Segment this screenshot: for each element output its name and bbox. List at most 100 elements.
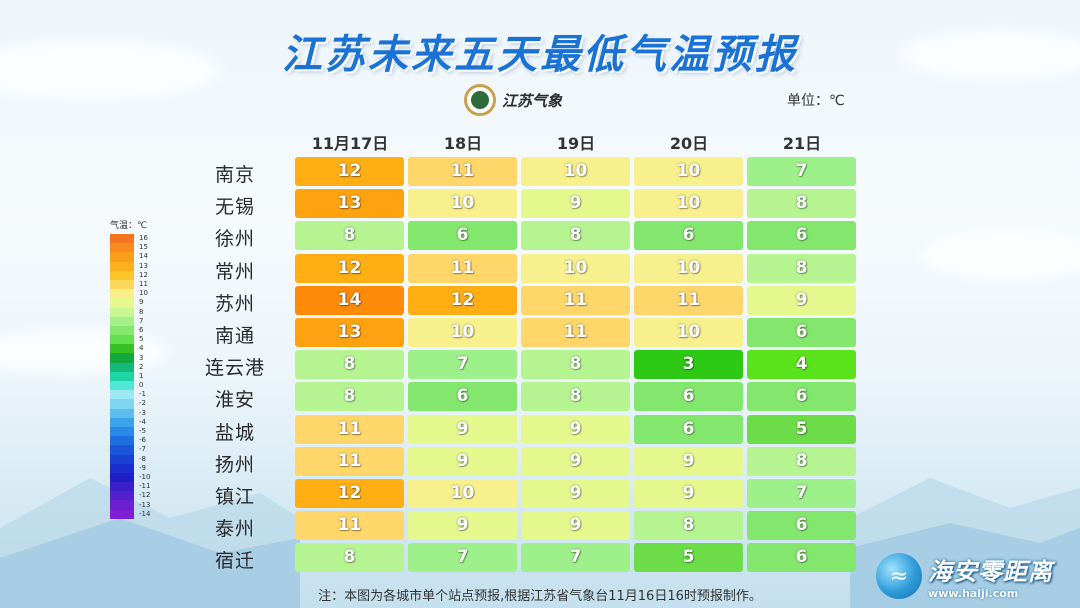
temperature-cell: 8 xyxy=(295,543,404,573)
legend-label: 5 xyxy=(139,335,144,344)
legend-swatch xyxy=(110,482,134,492)
legend-item: -6 xyxy=(110,436,150,446)
legend-swatch xyxy=(110,436,134,446)
legend-label: -14 xyxy=(139,509,151,518)
legend-item: 2 xyxy=(110,362,150,372)
legend-label: 4 xyxy=(139,344,144,353)
watermark-url: www.halji.com xyxy=(928,587,1019,600)
legend-swatch xyxy=(110,399,134,409)
city-label: 苏州 xyxy=(214,292,255,315)
cloud-decoration xyxy=(0,330,170,375)
temperature-cell: 8 xyxy=(747,446,856,476)
legend-swatch xyxy=(110,381,134,391)
temperature-cell: 6 xyxy=(634,414,743,444)
legend-label: 14 xyxy=(139,252,148,261)
cloud-decoration xyxy=(0,40,220,100)
city-label: 泰州 xyxy=(214,518,255,541)
legend-item: 9 xyxy=(110,298,150,308)
legend-item: -14 xyxy=(110,509,151,519)
temperature-cell: 9 xyxy=(521,511,630,541)
temperature-cell: 10 xyxy=(634,253,743,283)
temperature-cell: 12 xyxy=(295,157,404,186)
temperature-cell: 11 xyxy=(408,253,517,283)
temperature-cell: 10 xyxy=(634,189,743,219)
legend-item: -5 xyxy=(110,426,150,437)
temperature-cell: 9 xyxy=(408,446,517,476)
city-label: 镇江 xyxy=(214,486,255,508)
temperature-cell: 10 xyxy=(521,253,630,283)
legend-item: 0 xyxy=(110,381,150,391)
legend-swatch xyxy=(110,362,134,372)
legend-swatch xyxy=(110,298,134,308)
legend-swatch xyxy=(110,353,134,363)
legend-swatch xyxy=(110,390,134,400)
temperature-cell: 8 xyxy=(295,382,404,412)
temperature-cell: 5 xyxy=(747,414,856,444)
legend-label: -8 xyxy=(139,454,146,463)
legend-swatch xyxy=(110,472,134,483)
legend-swatch xyxy=(110,261,134,271)
legend-swatch xyxy=(110,307,134,317)
legend-swatch xyxy=(110,270,134,280)
temperature-cell: 8 xyxy=(521,350,630,380)
legend-label: -1 xyxy=(139,390,146,399)
emblem-icon xyxy=(464,84,496,116)
temperature-cell: 9 xyxy=(408,511,517,541)
legend-item: -13 xyxy=(110,500,151,510)
legend-label: 12 xyxy=(139,270,148,279)
legend-label: -6 xyxy=(139,436,146,445)
temperature-cell: 11 xyxy=(634,285,743,315)
legend-label: -5 xyxy=(139,427,146,436)
city-label: 徐州 xyxy=(214,228,255,251)
brand-logo: 江苏气象 xyxy=(464,84,562,116)
temperature-cell: 8 xyxy=(747,189,856,219)
legend-item: 11 xyxy=(110,279,150,290)
legend-label: 13 xyxy=(139,261,148,270)
temperature-cell: 9 xyxy=(408,414,517,444)
legend-swatch xyxy=(110,344,134,354)
temperature-cell: 6 xyxy=(747,511,856,541)
temperature-cell: 11 xyxy=(295,414,404,444)
legend-item: -9 xyxy=(110,463,150,473)
legend-swatch xyxy=(110,500,134,510)
temperature-cell: 11 xyxy=(295,446,404,476)
temperature-cell: 11 xyxy=(408,157,517,186)
column-header: 11月17日 xyxy=(311,134,389,153)
temperature-cell: 9 xyxy=(521,414,630,444)
temperature-cell: 14 xyxy=(295,285,404,315)
logo-text: 江苏气象 xyxy=(502,91,563,110)
temperature-cell: 10 xyxy=(408,318,517,347)
temperature-cell: 8 xyxy=(747,253,856,283)
city-label: 盐城 xyxy=(214,421,255,444)
legend-label: 3 xyxy=(139,353,144,362)
legend-swatch xyxy=(110,252,134,262)
city-label: 常州 xyxy=(214,260,255,283)
legend-label: -12 xyxy=(139,491,151,500)
legend-item: -1 xyxy=(110,390,150,400)
legend-swatch xyxy=(110,279,134,290)
unit-label: 单位：℃ xyxy=(787,93,845,109)
temperature-cell: 6 xyxy=(408,382,517,412)
temperature-cell: 10 xyxy=(521,157,630,186)
legend-item: -3 xyxy=(110,408,150,418)
temperature-cell: 12 xyxy=(295,479,404,508)
page-title: 江苏未来五天最低气温预报 xyxy=(282,32,798,78)
city-label: 连云港 xyxy=(204,357,265,380)
legend-item: -7 xyxy=(110,445,150,455)
legend-swatch xyxy=(110,509,134,519)
temperature-cell: 9 xyxy=(521,189,630,219)
legend-label: 6 xyxy=(139,325,144,334)
temperature-cell: 8 xyxy=(521,382,630,412)
legend-label: 9 xyxy=(139,298,144,307)
legend-title: 气温：℃ xyxy=(110,221,148,231)
temperature-cell: 6 xyxy=(747,543,856,573)
city-label: 淮安 xyxy=(214,389,255,412)
city-label: 扬州 xyxy=(214,453,255,476)
temperature-cell: 3 xyxy=(634,350,743,380)
temperature-cell: 6 xyxy=(747,221,856,251)
temperature-cell: 12 xyxy=(295,253,404,283)
legend-label: -13 xyxy=(139,500,151,509)
temperature-cell: 10 xyxy=(634,157,743,186)
watermark-name: 海安零距离 xyxy=(928,558,1053,586)
column-header: 20日 xyxy=(669,134,709,153)
